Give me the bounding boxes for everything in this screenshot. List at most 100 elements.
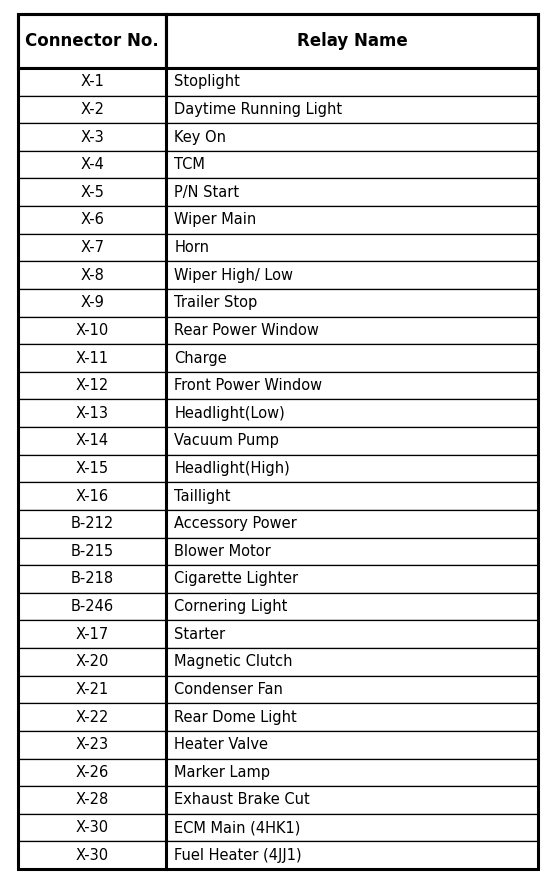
Text: Cornering Light: Cornering Light [174,599,287,614]
Bar [18,95,166,124]
Bar [166,814,538,841]
Text: Heater Valve: Heater Valve [174,737,268,752]
Text: Exhaust Brake Cut: Exhaust Brake Cut [174,792,310,807]
Text: Rear Power Window: Rear Power Window [174,323,319,338]
Bar [166,482,538,509]
Bar [166,234,538,261]
Bar [18,509,166,538]
Bar [18,565,166,592]
Bar [166,841,538,869]
Text: Fuel Heater (4JJ1): Fuel Heater (4JJ1) [174,848,302,863]
Text: B-246: B-246 [71,599,113,614]
Text: Wiper Main: Wiper Main [174,213,256,228]
Text: TCM: TCM [174,157,205,172]
Text: Horn: Horn [174,240,209,255]
Text: X-17: X-17 [76,627,109,642]
Bar [18,14,166,68]
Bar [166,95,538,124]
Text: X-28: X-28 [76,792,109,807]
Bar [18,234,166,261]
Text: X-16: X-16 [76,488,108,503]
Bar [166,731,538,758]
Text: X-15: X-15 [76,461,108,476]
Text: Trailer Stop: Trailer Stop [174,295,257,310]
Bar [166,758,538,786]
Bar [18,592,166,621]
Text: Key On: Key On [174,130,226,145]
Bar [166,621,538,648]
Text: X-30: X-30 [76,848,108,863]
Bar [18,151,166,178]
Text: X-20: X-20 [76,654,109,669]
Bar [166,399,538,427]
Text: Daytime Running Light: Daytime Running Light [174,102,342,117]
Bar [166,427,538,455]
Text: X-1: X-1 [80,74,104,89]
Bar [18,261,166,289]
Bar [166,124,538,151]
Bar [166,289,538,317]
Bar [18,538,166,565]
Text: Starter: Starter [174,627,225,642]
Text: X-22: X-22 [76,710,109,725]
Text: Blower Motor: Blower Motor [174,544,271,559]
Text: X-5: X-5 [80,185,104,200]
Bar [166,178,538,206]
Text: X-21: X-21 [76,682,109,697]
Text: B-218: B-218 [71,571,113,586]
Text: Taillight: Taillight [174,488,231,503]
Text: Headlight(Low): Headlight(Low) [174,406,285,421]
Bar [166,703,538,731]
Text: Headlight(High): Headlight(High) [174,461,290,476]
Text: Charge: Charge [174,351,227,366]
Bar [18,731,166,758]
Bar [18,68,166,95]
Bar [166,68,538,95]
Bar [166,261,538,289]
Bar [18,482,166,509]
Bar [18,455,166,482]
Bar [18,814,166,841]
Text: X-30: X-30 [76,820,108,835]
Text: X-4: X-4 [80,157,104,172]
Text: Marker Lamp: Marker Lamp [174,765,270,780]
Text: Stoplight: Stoplight [174,74,240,89]
Bar [166,206,538,234]
Text: Cigarette Lighter: Cigarette Lighter [174,571,299,586]
Text: X-14: X-14 [76,434,108,449]
Text: X-26: X-26 [76,765,109,780]
Bar [18,427,166,455]
Text: Front Power Window: Front Power Window [174,378,322,393]
Bar [166,372,538,399]
Bar [18,758,166,786]
Text: Accessory Power: Accessory Power [174,517,297,532]
Text: X-10: X-10 [76,323,109,338]
Text: Rear Dome Light: Rear Dome Light [174,710,297,725]
Text: X-13: X-13 [76,406,108,421]
Text: X-7: X-7 [80,240,104,255]
Bar [18,344,166,372]
Bar [166,509,538,538]
Bar [18,399,166,427]
Bar [18,648,166,675]
Text: Magnetic Clutch: Magnetic Clutch [174,654,292,669]
Bar [166,455,538,482]
Text: Vacuum Pump: Vacuum Pump [174,434,279,449]
Text: X-12: X-12 [76,378,109,393]
Text: X-11: X-11 [76,351,108,366]
Text: X-3: X-3 [80,130,104,145]
Bar [166,648,538,675]
Text: X-23: X-23 [76,737,108,752]
Bar [166,538,538,565]
Text: X-6: X-6 [80,213,104,228]
Bar [18,317,166,344]
Text: X-8: X-8 [80,268,104,283]
Bar [18,786,166,814]
Text: B-215: B-215 [71,544,113,559]
Bar [166,14,538,68]
Text: X-9: X-9 [80,295,104,310]
Bar [18,703,166,731]
Bar [166,565,538,592]
Text: Connector No.: Connector No. [25,32,159,50]
Text: B-212: B-212 [71,517,114,532]
